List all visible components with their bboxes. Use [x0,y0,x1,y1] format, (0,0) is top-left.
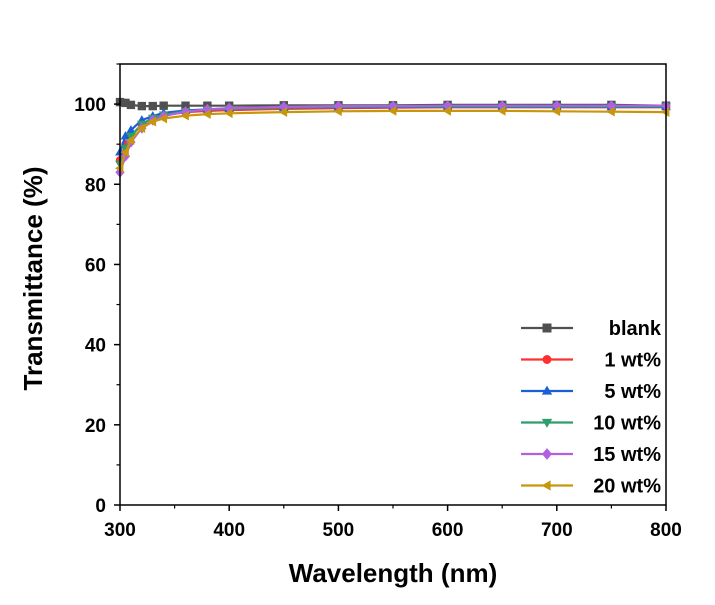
y-axis-title: Transmittance (%) [18,167,48,391]
data-point [120,131,131,140]
data-point [279,101,289,113]
data-point [660,107,670,117]
data-point [159,101,168,110]
data-point [147,116,157,127]
x-tick-label: 300 [104,520,136,541]
data-point [202,109,211,119]
x-tick-label: 400 [213,520,245,541]
legend: blank 1 wt% 5 wt% 10 wt% 15 wt% 20 wt% [521,318,662,498]
y-tick-label: 0 [95,496,106,517]
legend-item-1: 1 wt% [521,350,661,372]
data-point [333,106,342,117]
legend-label: 10 wt% [593,413,661,435]
y-tick-label: 20 [85,416,106,437]
legend-marker [542,355,552,364]
legend-label: 15 wt% [593,444,661,466]
x-tick-label: 700 [541,520,573,541]
data-point [126,125,136,134]
legend-item-5: 20 wt% [521,476,661,498]
data-point [551,106,561,117]
legend-item-2: 5 wt% [521,381,661,403]
series-line [118,104,666,173]
data-point [114,163,124,174]
data-point [148,101,157,111]
data-point [202,103,212,115]
data-point [606,106,615,117]
data-point [120,147,129,158]
legend-marker [541,385,553,395]
legend-marker [542,448,552,460]
data-point [224,102,234,114]
y-tick-label: 40 [85,336,106,357]
y-tick-label: 80 [85,175,106,196]
legend-label: 1 wt% [604,350,661,372]
x-tick-label: 800 [650,520,682,541]
data-point [497,106,506,116]
data-point [125,135,135,146]
axes-layer: 300 400 500 600 700 800 0 20 40 60 80 100 [74,63,682,541]
x-tick-label: 500 [323,520,355,541]
data-point [387,106,397,116]
legend-marker [541,480,551,491]
x-tick-label: 600 [432,520,464,541]
series-5 [114,106,670,174]
data-point [278,107,288,117]
legend-marker [541,418,553,428]
data-point [180,106,191,118]
data-point [158,113,168,124]
data-point [126,100,136,110]
legend-marker [542,323,552,333]
series-line [118,109,667,169]
data-point [136,123,146,133]
legend-label: 5 wt% [604,381,661,403]
legend-item-4: 15 wt% [521,444,661,466]
data-point [137,101,147,111]
y-tick-label: 60 [85,255,106,276]
data-point [442,106,451,116]
plot-frame [119,63,667,506]
data-point [224,108,233,119]
series-layer [114,97,671,178]
legend-label: blank [609,318,662,340]
y-tick-label: 100 [74,95,106,116]
data-point [180,110,189,121]
x-axis-title: Wavelength (nm) [289,558,497,588]
legend-label: 20 wt% [593,476,661,498]
legend-item-0: blank [521,318,662,340]
legend-item-3: 10 wt% [521,413,661,435]
